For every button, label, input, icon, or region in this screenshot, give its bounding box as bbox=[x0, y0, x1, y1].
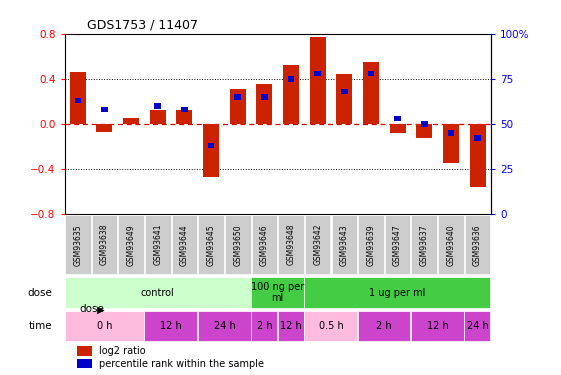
Bar bbox=[341, 88, 348, 94]
Text: dose: dose bbox=[27, 288, 53, 297]
Text: 0.5 h: 0.5 h bbox=[319, 321, 343, 331]
Text: GSM93636: GSM93636 bbox=[473, 224, 482, 266]
Text: GSM93639: GSM93639 bbox=[366, 224, 375, 266]
Bar bbox=[197, 311, 251, 341]
Text: GSM93642: GSM93642 bbox=[313, 224, 322, 266]
Bar bbox=[65, 215, 91, 274]
Bar bbox=[304, 278, 490, 308]
Bar bbox=[332, 215, 357, 274]
Bar bbox=[416, 124, 432, 138]
Text: GSM93638: GSM93638 bbox=[100, 224, 109, 266]
Text: 100 ng per
ml: 100 ng per ml bbox=[251, 282, 304, 303]
Bar bbox=[230, 89, 246, 124]
Bar bbox=[305, 215, 330, 274]
Bar bbox=[358, 215, 384, 274]
Bar bbox=[474, 135, 481, 141]
Bar bbox=[150, 110, 166, 124]
Bar bbox=[385, 215, 411, 274]
Bar bbox=[101, 106, 108, 112]
Text: GSM93647: GSM93647 bbox=[393, 224, 402, 266]
Text: GSM93643: GSM93643 bbox=[340, 224, 349, 266]
Text: 24 h: 24 h bbox=[214, 321, 235, 331]
Bar bbox=[421, 121, 427, 127]
Bar bbox=[443, 124, 459, 163]
Bar bbox=[288, 76, 295, 82]
Bar bbox=[314, 70, 321, 76]
Bar bbox=[438, 215, 464, 274]
Text: GSM93650: GSM93650 bbox=[233, 224, 242, 266]
Bar bbox=[278, 215, 304, 274]
Bar bbox=[251, 311, 277, 341]
Bar bbox=[208, 142, 214, 148]
Bar bbox=[251, 278, 304, 308]
Text: log2 ratio: log2 ratio bbox=[99, 346, 145, 356]
Bar bbox=[251, 215, 277, 274]
Bar bbox=[465, 215, 490, 274]
Bar bbox=[154, 103, 161, 109]
Text: 24 h: 24 h bbox=[467, 321, 489, 331]
Text: percentile rank within the sample: percentile rank within the sample bbox=[99, 358, 264, 369]
Bar bbox=[96, 124, 112, 132]
Text: GSM93635: GSM93635 bbox=[73, 224, 82, 266]
Bar bbox=[77, 358, 92, 368]
Bar bbox=[283, 65, 299, 124]
Bar bbox=[145, 215, 171, 274]
Bar bbox=[198, 215, 224, 274]
Bar bbox=[172, 215, 197, 274]
Text: GSM93645: GSM93645 bbox=[206, 224, 215, 266]
Bar bbox=[145, 311, 197, 341]
Bar bbox=[225, 215, 251, 274]
Text: control: control bbox=[141, 288, 174, 297]
Bar bbox=[234, 94, 241, 100]
Bar bbox=[310, 37, 325, 124]
Bar bbox=[77, 346, 92, 356]
Text: 0 h: 0 h bbox=[96, 321, 112, 331]
Bar bbox=[256, 84, 273, 124]
Bar bbox=[261, 94, 268, 100]
Bar bbox=[363, 62, 379, 124]
Text: 12 h: 12 h bbox=[427, 321, 448, 331]
Bar bbox=[304, 311, 357, 341]
Text: GSM93637: GSM93637 bbox=[420, 224, 429, 266]
Bar bbox=[394, 116, 401, 121]
Text: 12 h: 12 h bbox=[280, 321, 302, 331]
Text: ▶: ▶ bbox=[94, 304, 105, 314]
Bar bbox=[278, 311, 304, 341]
Bar bbox=[367, 70, 374, 76]
Text: GSM93641: GSM93641 bbox=[153, 224, 162, 266]
Bar bbox=[203, 124, 219, 177]
Bar bbox=[181, 106, 188, 112]
Text: 12 h: 12 h bbox=[160, 321, 182, 331]
Bar bbox=[91, 215, 117, 274]
Text: 2 h: 2 h bbox=[376, 321, 392, 331]
Text: 1 ug per ml: 1 ug per ml bbox=[370, 288, 426, 297]
Text: GSM93644: GSM93644 bbox=[180, 224, 189, 266]
Bar bbox=[465, 311, 490, 341]
Bar bbox=[70, 72, 86, 124]
Bar bbox=[411, 215, 437, 274]
Text: dose: dose bbox=[80, 304, 104, 314]
Bar bbox=[75, 98, 81, 103]
Bar bbox=[389, 124, 406, 133]
Text: GDS1753 / 11407: GDS1753 / 11407 bbox=[87, 19, 198, 32]
Bar bbox=[411, 311, 464, 341]
Bar bbox=[65, 278, 251, 308]
Bar bbox=[470, 124, 485, 187]
Bar bbox=[336, 74, 352, 124]
Text: 2 h: 2 h bbox=[256, 321, 272, 331]
Text: time: time bbox=[29, 321, 53, 331]
Text: GSM93646: GSM93646 bbox=[260, 224, 269, 266]
Bar bbox=[123, 118, 139, 124]
Bar bbox=[358, 311, 411, 341]
Bar bbox=[448, 130, 454, 136]
Bar bbox=[118, 215, 144, 274]
Bar bbox=[176, 110, 192, 124]
Text: GSM93648: GSM93648 bbox=[287, 224, 296, 266]
Text: GSM93649: GSM93649 bbox=[127, 224, 136, 266]
Text: GSM93640: GSM93640 bbox=[447, 224, 456, 266]
Bar bbox=[65, 311, 144, 341]
